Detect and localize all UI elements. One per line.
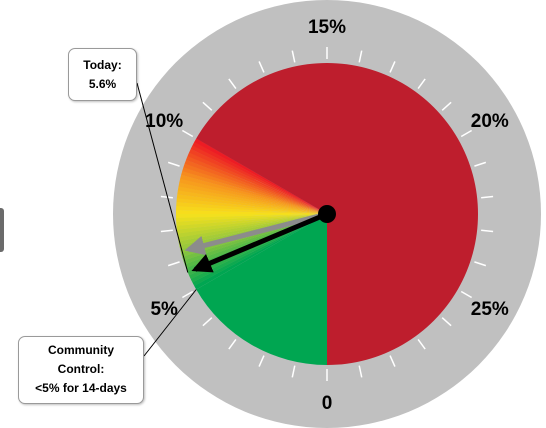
community-control-callout: Community Control: <5% for 14-days bbox=[18, 336, 144, 404]
today-callout: Today: 5.6% bbox=[68, 48, 137, 101]
gauge-tick bbox=[474, 161, 487, 167]
gauge-tick bbox=[160, 195, 173, 199]
gauge-tick-labels: 0 5% 10% 15% 20% 25% bbox=[145, 17, 509, 414]
gauge-band-1-slice bbox=[184, 159, 327, 214]
gauge-tick bbox=[358, 365, 363, 378]
community-callout-line3: <5% for 14-days bbox=[35, 381, 127, 395]
gauge-band-1-slice bbox=[183, 163, 327, 214]
gauge-tick bbox=[417, 338, 426, 350]
gauge-tick bbox=[291, 50, 296, 63]
gauge-band-1-slice bbox=[181, 170, 327, 214]
gauge-tick-label: 5% bbox=[150, 299, 178, 320]
gauge-band-1-slice bbox=[176, 214, 327, 222]
gauge-band-1-slice bbox=[176, 213, 327, 218]
today-callout-title: Today: bbox=[83, 58, 122, 72]
gauge-band-1-slice bbox=[194, 214, 327, 290]
gauge-band-1-slice bbox=[190, 145, 327, 214]
gauge-tick bbox=[202, 317, 213, 327]
today-needle bbox=[191, 211, 328, 273]
gauge-band-1-slice bbox=[177, 214, 327, 242]
gauge-tick bbox=[389, 355, 396, 367]
gauge-needles bbox=[184, 211, 328, 273]
gauge-band-1-slice bbox=[176, 214, 327, 226]
gauge-band-1-slice bbox=[192, 214, 327, 287]
gauge-tick bbox=[181, 290, 194, 299]
gauge-tick bbox=[167, 161, 180, 167]
gauge-band-1-slice bbox=[176, 214, 327, 234]
gauge-tick bbox=[460, 290, 473, 299]
gauge-band-1-slice bbox=[187, 152, 327, 214]
gauge-tick bbox=[258, 61, 265, 73]
today-callout-value: 5.6% bbox=[88, 77, 117, 91]
gauge-tick bbox=[181, 129, 194, 138]
gauge-tick bbox=[291, 365, 296, 378]
gauge-tick bbox=[460, 129, 473, 138]
gauge-tick bbox=[167, 261, 180, 267]
gauge-tick bbox=[358, 50, 363, 63]
gauge-band-1-slice bbox=[190, 214, 327, 283]
community-callout-line2: Control: bbox=[57, 362, 105, 376]
gauge-tick bbox=[228, 78, 237, 90]
gauge-band-1-slice bbox=[179, 178, 327, 214]
gauge-tick bbox=[160, 229, 173, 233]
today-leader-line bbox=[136, 82, 189, 273]
gauge-band-2 bbox=[196, 63, 478, 365]
gauge-tick bbox=[202, 101, 213, 111]
gauge-tick bbox=[441, 101, 452, 111]
gauge-band-1-slice bbox=[176, 214, 327, 230]
previous-needle bbox=[184, 211, 328, 256]
gauge-tick bbox=[228, 338, 237, 350]
gauge-tick bbox=[389, 61, 396, 73]
gauge-tick-label: 15% bbox=[308, 17, 346, 38]
gauge-band-1-slice bbox=[182, 167, 327, 214]
gauge-tick-label: 20% bbox=[471, 111, 509, 132]
gauge-tick-label: 0 bbox=[322, 393, 333, 414]
gauge-band-1-slice bbox=[177, 214, 327, 238]
gauge-tick bbox=[258, 355, 265, 367]
gauge-tick bbox=[474, 261, 487, 267]
gauge-band-0 bbox=[196, 214, 327, 365]
gauge-ticks bbox=[160, 47, 494, 381]
gauge-tick-label: 25% bbox=[471, 299, 509, 320]
gauge-band-1-slice bbox=[194, 138, 327, 214]
gauge-tick bbox=[481, 229, 494, 233]
gauge-tick bbox=[417, 78, 426, 90]
gauge-tick-label: 10% bbox=[145, 111, 183, 132]
left-edge-mark bbox=[0, 208, 4, 252]
callout-leaders bbox=[136, 82, 197, 357]
gauge-band-1-slice bbox=[189, 148, 327, 214]
gauge-tick bbox=[441, 317, 452, 327]
gauge-tick bbox=[481, 195, 494, 199]
community-leader-line bbox=[143, 289, 197, 357]
gauge-band-1-slice bbox=[192, 141, 327, 214]
gauge-band-1-slice bbox=[180, 174, 327, 214]
community-callout-line1: Community bbox=[48, 343, 114, 357]
needle-hub bbox=[318, 205, 336, 223]
gauge-band-1-slice bbox=[186, 156, 327, 214]
